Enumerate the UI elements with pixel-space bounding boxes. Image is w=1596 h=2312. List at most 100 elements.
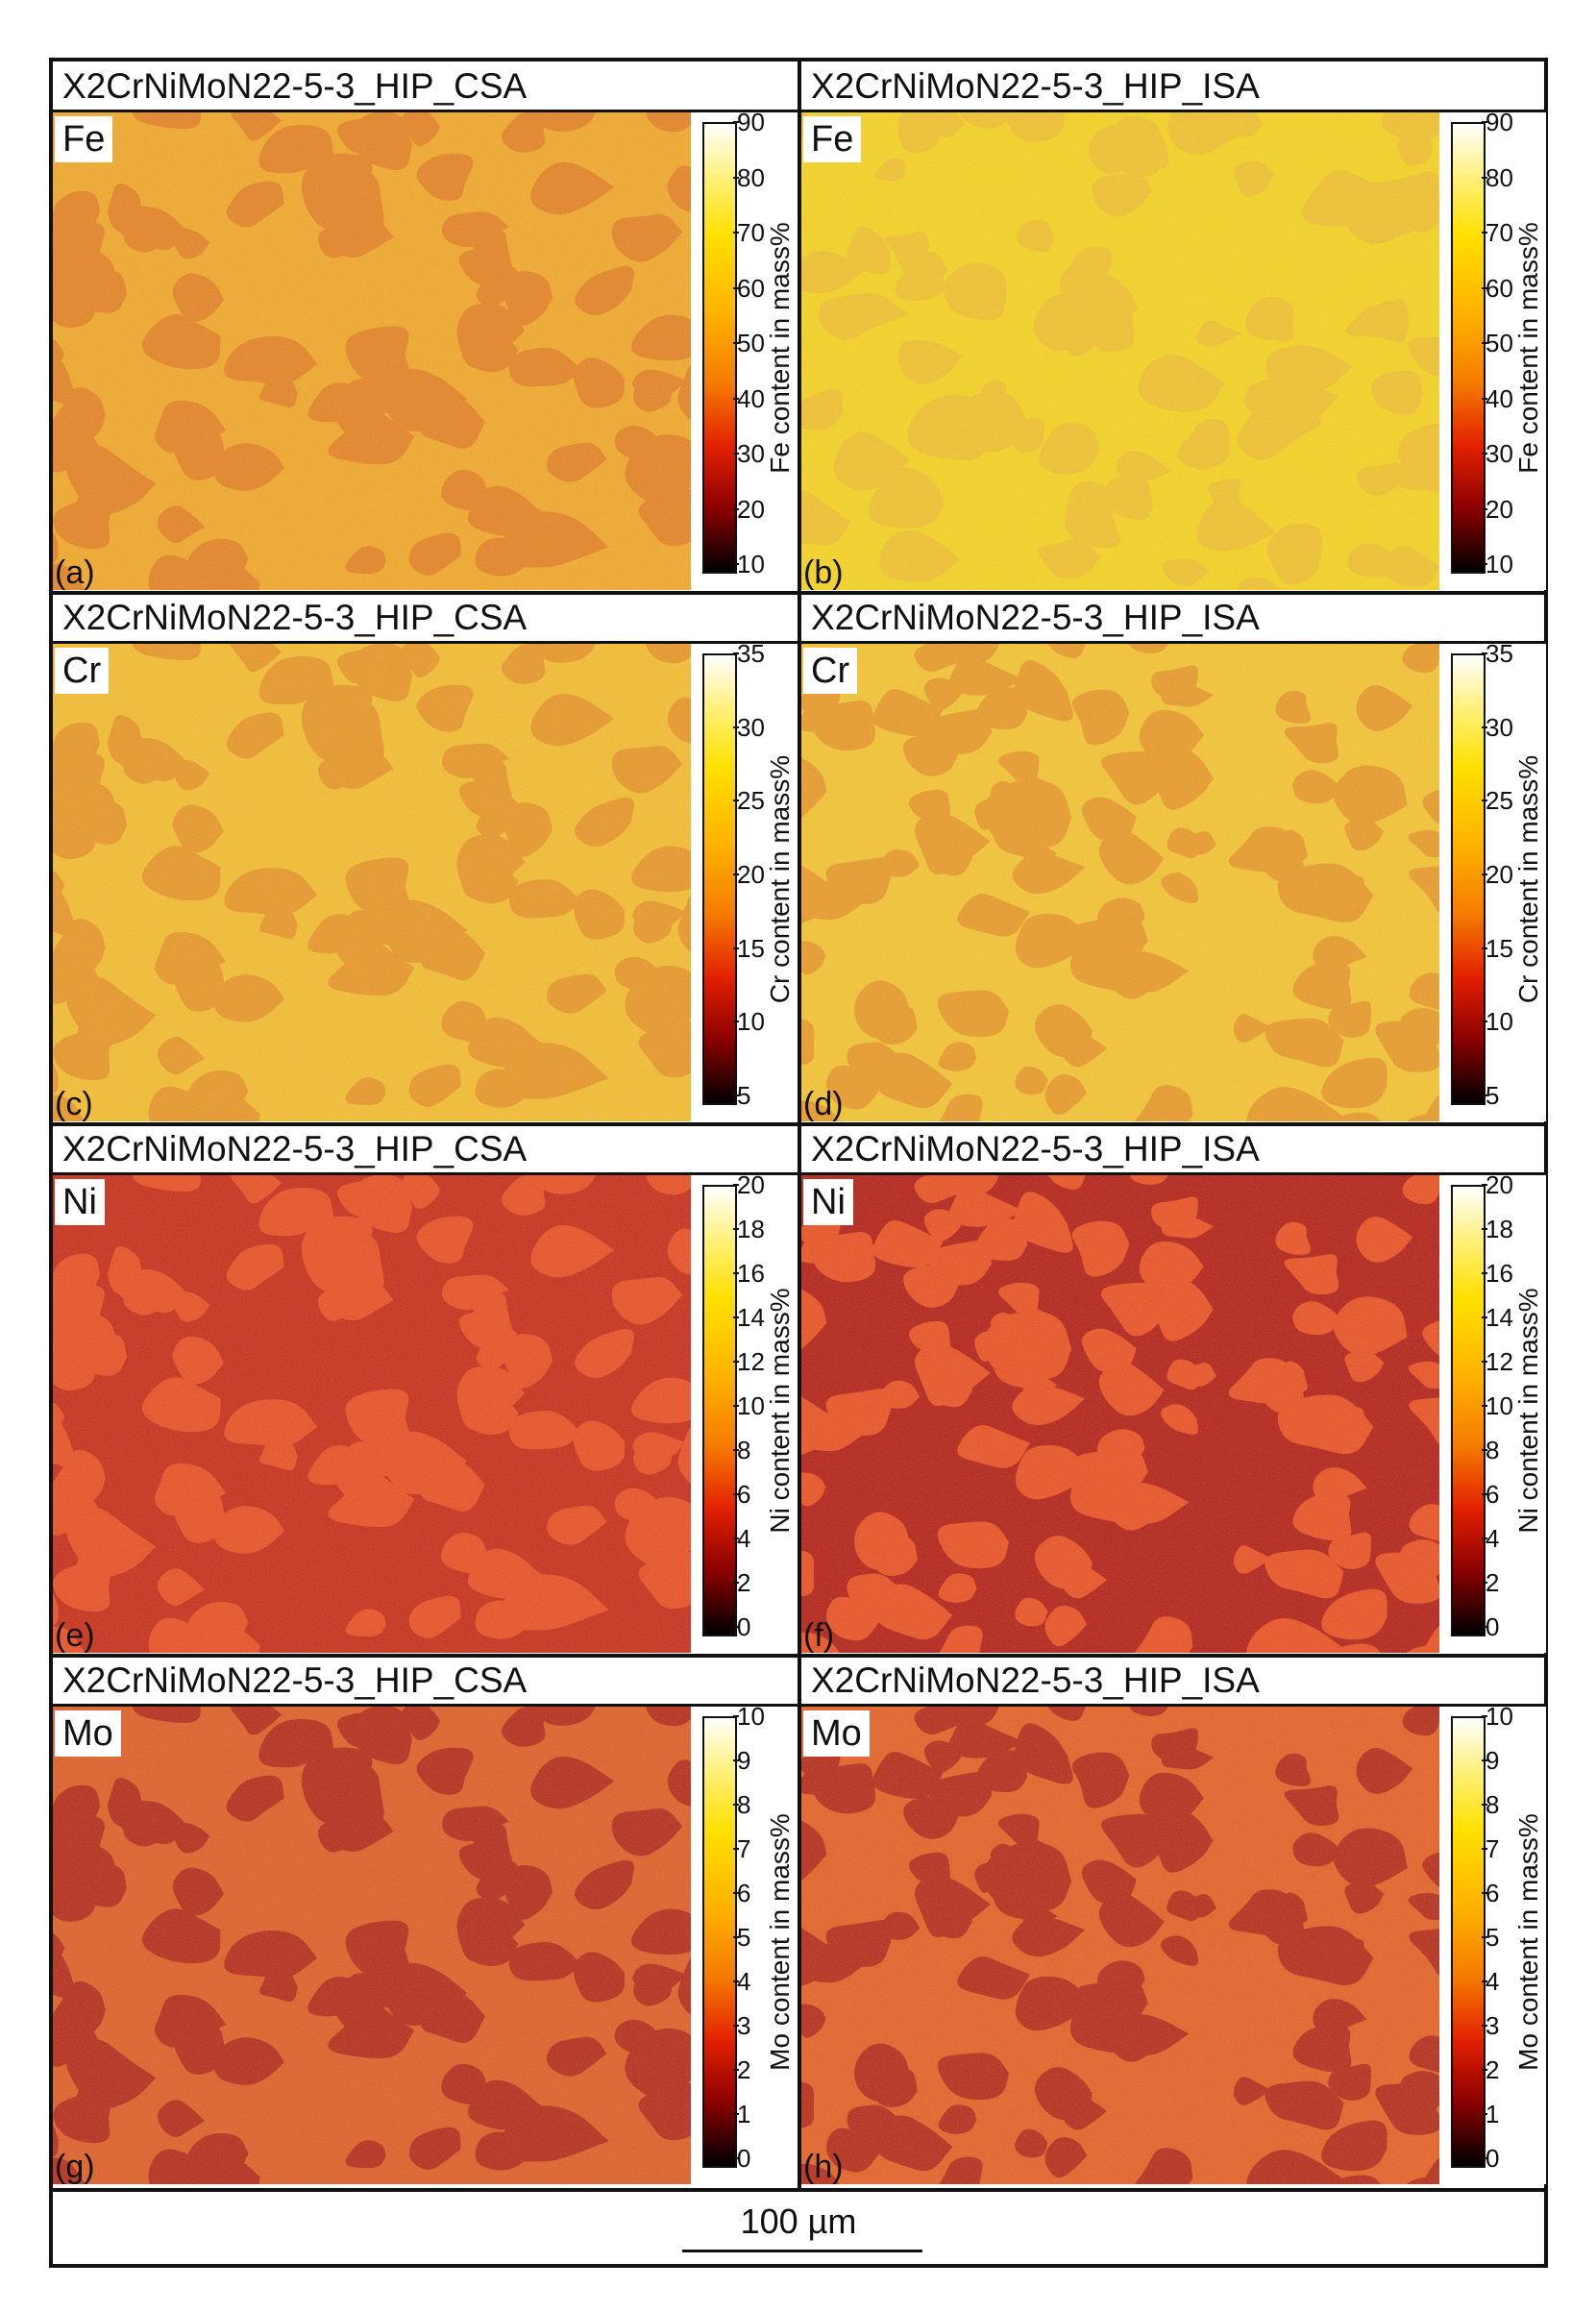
element-map: [53, 1175, 691, 1653]
colorbar-tick: 25: [1482, 786, 1513, 816]
scalebar-line: [682, 2250, 922, 2252]
colorbar: 90 80 70 60 50 40 30 20 10 Fe content in mass%: [691, 108, 798, 590]
colorbar-tick: 1: [1481, 2100, 1500, 2128]
colorbar-tick: 12: [733, 1347, 765, 1376]
colorbar-gradient: [1451, 122, 1486, 574]
panel-a: X2CrNiMoN22-5-3_HIP_CSA Fe (a) 90 80 70 60 50 40…: [53, 61, 798, 593]
colorbar-tick: 6: [1481, 1879, 1500, 1907]
colorbar: 20 18 16 14 12 10 8 6 4 2 0 Ni content in mass%: [691, 1172, 798, 1653]
colorbar-tick: 0: [1481, 2144, 1500, 2173]
panel-c: X2CrNiMoN22-5-3_HIP_CSA Cr (c) 35 30 25 20 15 10…: [53, 593, 798, 1124]
colorbar-label: Ni content in mass%: [765, 1288, 795, 1534]
colorbar-tick: 30: [1482, 439, 1513, 468]
colorbar-tick: 14: [1482, 1303, 1513, 1332]
colorbar-tick: 70: [733, 218, 765, 247]
colorbar: 35 30 25 20 15 10 5 Cr content in mass%: [1439, 641, 1546, 1121]
colorbar-tick: 10: [1482, 550, 1513, 578]
colorbar-label: Cr content in mass%: [765, 754, 795, 1004]
colorbar-tick: 20: [733, 494, 765, 524]
element-map: [801, 112, 1439, 590]
colorbar-tick: 8: [732, 1790, 751, 1819]
element-map: [53, 1707, 691, 2184]
row-divider: [53, 1654, 1544, 1658]
panel-f: X2CrNiMoN22-5-3_HIP_ISA Ni (f) 20 18 16 14 12 10…: [801, 1124, 1546, 1656]
element-label: Cr: [803, 648, 858, 694]
panel-d: X2CrNiMoN22-5-3_HIP_ISA Cr (d) 35 30 25 20 15 10…: [801, 593, 1546, 1124]
colorbar-tick: 16: [733, 1259, 765, 1288]
element-map: [53, 112, 691, 590]
colorbar-gradient: [1451, 1716, 1486, 2168]
colorbar-tick: 40: [1482, 383, 1513, 413]
colorbar-tick: 2: [732, 1568, 751, 1597]
colorbar-tick: 9: [1481, 1746, 1500, 1775]
panel-letter: (e): [55, 1617, 95, 1654]
colorbar-tick: 30: [1482, 712, 1513, 742]
colorbar-tick: 14: [733, 1303, 765, 1332]
colorbar-tick: 10: [733, 1007, 765, 1037]
colorbar-tick: 20: [733, 860, 765, 889]
colorbar-label: Fe content in mass%: [765, 222, 795, 474]
colorbar-tick: 10: [733, 1702, 765, 1731]
colorbar-tick: 10: [733, 1391, 765, 1420]
colorbar-tick: 6: [732, 1879, 751, 1907]
colorbar-tick: 15: [1482, 933, 1513, 963]
element-label: Fe: [803, 116, 862, 162]
colorbar-gradient: [1451, 653, 1486, 1105]
colorbar-tick: 10: [1482, 1702, 1513, 1731]
colorbar-tick: 40: [733, 383, 765, 413]
colorbar-gradient: [702, 1716, 737, 2168]
colorbar-tick: 7: [732, 1834, 751, 1863]
colorbar-tick: 12: [1482, 1347, 1513, 1376]
colorbar-gradient: [1451, 1185, 1486, 1636]
colorbar-tick: 70: [1482, 218, 1513, 247]
figure-frame: X2CrNiMoN22-5-3_HIP_CSA Fe (a) 90 80 70 60 50 40…: [49, 58, 1548, 2268]
colorbar-tick: 25: [733, 786, 765, 816]
colorbar-label: Mo content in mass%: [1513, 1813, 1543, 2071]
colorbar-tick: 3: [1481, 2011, 1500, 2040]
panel-letter: (d): [803, 1086, 844, 1122]
colorbar: 10 9 8 7 6 5 4 3 2 1 0 Mo content in mass%: [1439, 1702, 1546, 2184]
colorbar-tick: 5: [732, 1923, 751, 1952]
colorbar: 20 18 16 14 12 10 8 6 4 2 0 Ni content in mass%: [1439, 1172, 1546, 1653]
colorbar-tick: 2: [1481, 2055, 1500, 2084]
colorbar: 90 80 70 60 50 40 30 20 10 Fe content in mass%: [1439, 110, 1546, 590]
colorbar-tick: 15: [733, 933, 765, 963]
colorbar-tick: 6: [732, 1480, 751, 1509]
colorbar-tick: 8: [1481, 1790, 1500, 1819]
colorbar-label: Cr content in mass%: [1513, 754, 1543, 1004]
element-label: Fe: [55, 116, 113, 162]
colorbar-gradient: [702, 653, 737, 1105]
panel-title: X2CrNiMoN22-5-3_HIP_ISA: [801, 1656, 1544, 1707]
colorbar-gradient: [702, 122, 737, 574]
element-map: [801, 1175, 1439, 1653]
colorbar: 10 9 8 7 6 5 4 3 2 1 0 Mo content in mass%: [691, 1702, 798, 2184]
colorbar-gradient: [702, 1185, 737, 1636]
colorbar-tick: 16: [1482, 1259, 1513, 1288]
colorbar-label: Fe content in mass%: [1513, 222, 1543, 474]
panel-title: X2CrNiMoN22-5-3_HIP_ISA: [801, 61, 1544, 112]
colorbar-tick: 3: [732, 2011, 751, 2040]
colorbar-tick: 18: [733, 1215, 765, 1243]
panel-title: X2CrNiMoN22-5-3_HIP_CSA: [53, 1124, 798, 1175]
panel-letter: (g): [55, 2149, 95, 2185]
colorbar-tick: 1: [732, 2100, 751, 2128]
panel-letter: (b): [803, 554, 844, 591]
colorbar-tick: 90: [733, 108, 765, 136]
row-divider: [53, 1122, 1544, 1126]
colorbar-tick: 0: [732, 2144, 751, 2173]
element-label: Ni: [803, 1179, 853, 1225]
panel-letter: (f): [803, 1617, 835, 1654]
colorbar-tick: 80: [1482, 162, 1513, 192]
colorbar-tick: 20: [1482, 860, 1513, 889]
element-label: Mo: [803, 1710, 870, 1757]
colorbar-tick: 60: [1482, 273, 1513, 303]
colorbar-label: Ni content in mass%: [1513, 1288, 1543, 1534]
colorbar-tick: 5: [1481, 1081, 1500, 1110]
colorbar-tick: 20: [1482, 494, 1513, 524]
panel-h: X2CrNiMoN22-5-3_HIP_ISA Mo (h) 10 9 8 7 6 5 4 3 2 1 0…: [801, 1656, 1546, 2187]
element-label: Ni: [55, 1179, 105, 1225]
colorbar-tick: 8: [1481, 1436, 1500, 1464]
colorbar-tick: 5: [732, 1081, 751, 1110]
colorbar-tick: 60: [733, 273, 765, 303]
colorbar-tick: 4: [1481, 1967, 1500, 1996]
